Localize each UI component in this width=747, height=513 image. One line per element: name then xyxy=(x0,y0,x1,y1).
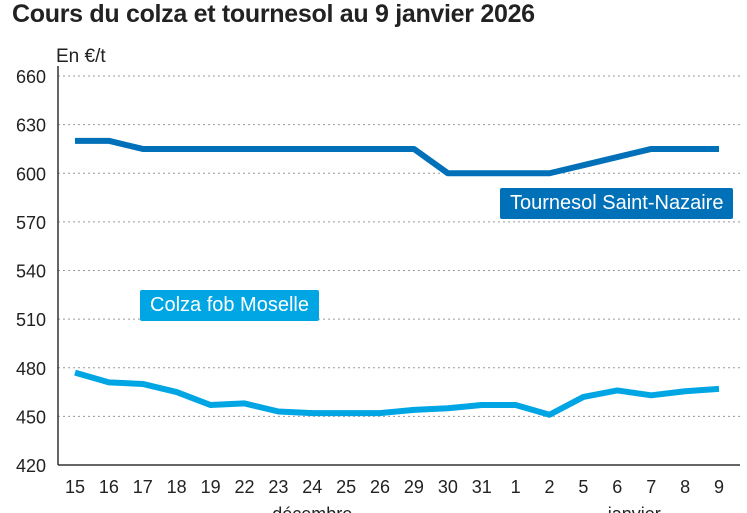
x-tick-label: 26 xyxy=(370,477,390,497)
x-tick-label: 24 xyxy=(302,477,322,497)
month-label: décembre xyxy=(272,504,352,513)
x-tick-label: 9 xyxy=(714,477,724,497)
x-tick-label: 23 xyxy=(268,477,288,497)
chart-title: Cours du colza et tournesol au 9 janvier… xyxy=(12,0,535,28)
x-tick-label: 19 xyxy=(201,477,221,497)
x-tick-label: 1 xyxy=(511,477,521,497)
y-tick-label: 660 xyxy=(16,67,46,87)
x-tick-label: 29 xyxy=(404,477,424,497)
x-tick-label: 22 xyxy=(234,477,254,497)
x-tick-label: 31 xyxy=(472,477,492,497)
x-tick-label: 30 xyxy=(438,477,458,497)
y-tick-label: 480 xyxy=(16,359,46,379)
y-tick-label: 420 xyxy=(16,456,46,476)
y-tick-label: 570 xyxy=(16,213,46,233)
x-tick-label: 6 xyxy=(612,477,622,497)
series-label-colza: Colza fob Moselle xyxy=(140,290,319,321)
y-axis-label: En €/t xyxy=(56,46,106,67)
y-tick-label: 630 xyxy=(16,116,46,136)
x-tick-label: 25 xyxy=(336,477,356,497)
y-tick-label: 600 xyxy=(16,164,46,184)
series-line-0 xyxy=(75,137,719,177)
x-tick-label: 17 xyxy=(133,477,153,497)
x-tick-label: 15 xyxy=(65,477,85,497)
x-tick-label: 7 xyxy=(646,477,656,497)
x-tick-label: 2 xyxy=(545,477,555,497)
series-line-1 xyxy=(74,369,720,418)
month-label: janvier xyxy=(607,504,661,513)
y-tick-label: 540 xyxy=(16,262,46,282)
y-tick-label: 510 xyxy=(16,310,46,330)
x-tick-label: 18 xyxy=(167,477,187,497)
x-tick-label: 8 xyxy=(680,477,690,497)
series-label-tournesol: Tournesol Saint-Nazaire xyxy=(500,188,734,219)
x-tick-label: 16 xyxy=(99,477,119,497)
x-tick-label: 5 xyxy=(578,477,588,497)
y-tick-label: 450 xyxy=(16,407,46,427)
